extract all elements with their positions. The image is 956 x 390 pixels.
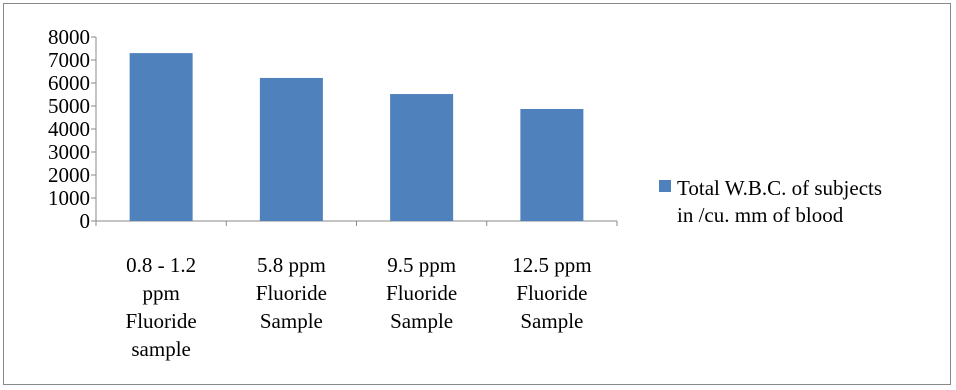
x-category-label: ppm [142,281,179,305]
y-tick-label: 5000 [48,94,90,118]
legend-label: in /cu. mm of blood [677,203,844,227]
bars [129,53,584,221]
x-category-label: Fluoride [256,281,327,305]
bar [259,77,323,221]
bar [390,94,454,221]
legend: Total W.B.C. of subjects in /cu. mm of bl… [659,176,882,227]
x-category-label: sample [131,337,190,361]
category-labels: 0.8 - 1.2 ppm Fluoride sample 5.8 ppm Fluorid… [126,253,592,361]
legend-label: Total W.B.C. of subjects [677,176,882,200]
bar [520,108,584,221]
y-tick-label: 0 [80,209,91,233]
x-axis [95,220,618,226]
y-tick-label: 4000 [48,117,90,141]
x-category-label: Fluoride [126,309,197,333]
legend-swatch [659,180,671,192]
x-category-label: Sample [260,309,323,333]
bar [129,53,193,221]
x-category-label: 0.8 - 1.2 [126,253,196,277]
x-category-label: Fluoride [386,281,457,305]
y-tick-label: 7000 [48,48,90,72]
x-category-label: Fluoride [516,281,587,305]
y-tick-label: 2000 [48,163,90,187]
x-category-label: 5.8 ppm [257,253,326,277]
y-tick-label: 1000 [48,186,90,210]
y-tick-label: 6000 [48,71,90,95]
x-category-label: 9.5 ppm [387,253,456,277]
y-tick-label: 8000 [48,25,90,49]
x-category-label: Sample [390,309,453,333]
x-category-label: 12.5 ppm [512,253,591,277]
y-tick-label: 3000 [48,140,90,164]
x-category-label: Sample [520,309,583,333]
